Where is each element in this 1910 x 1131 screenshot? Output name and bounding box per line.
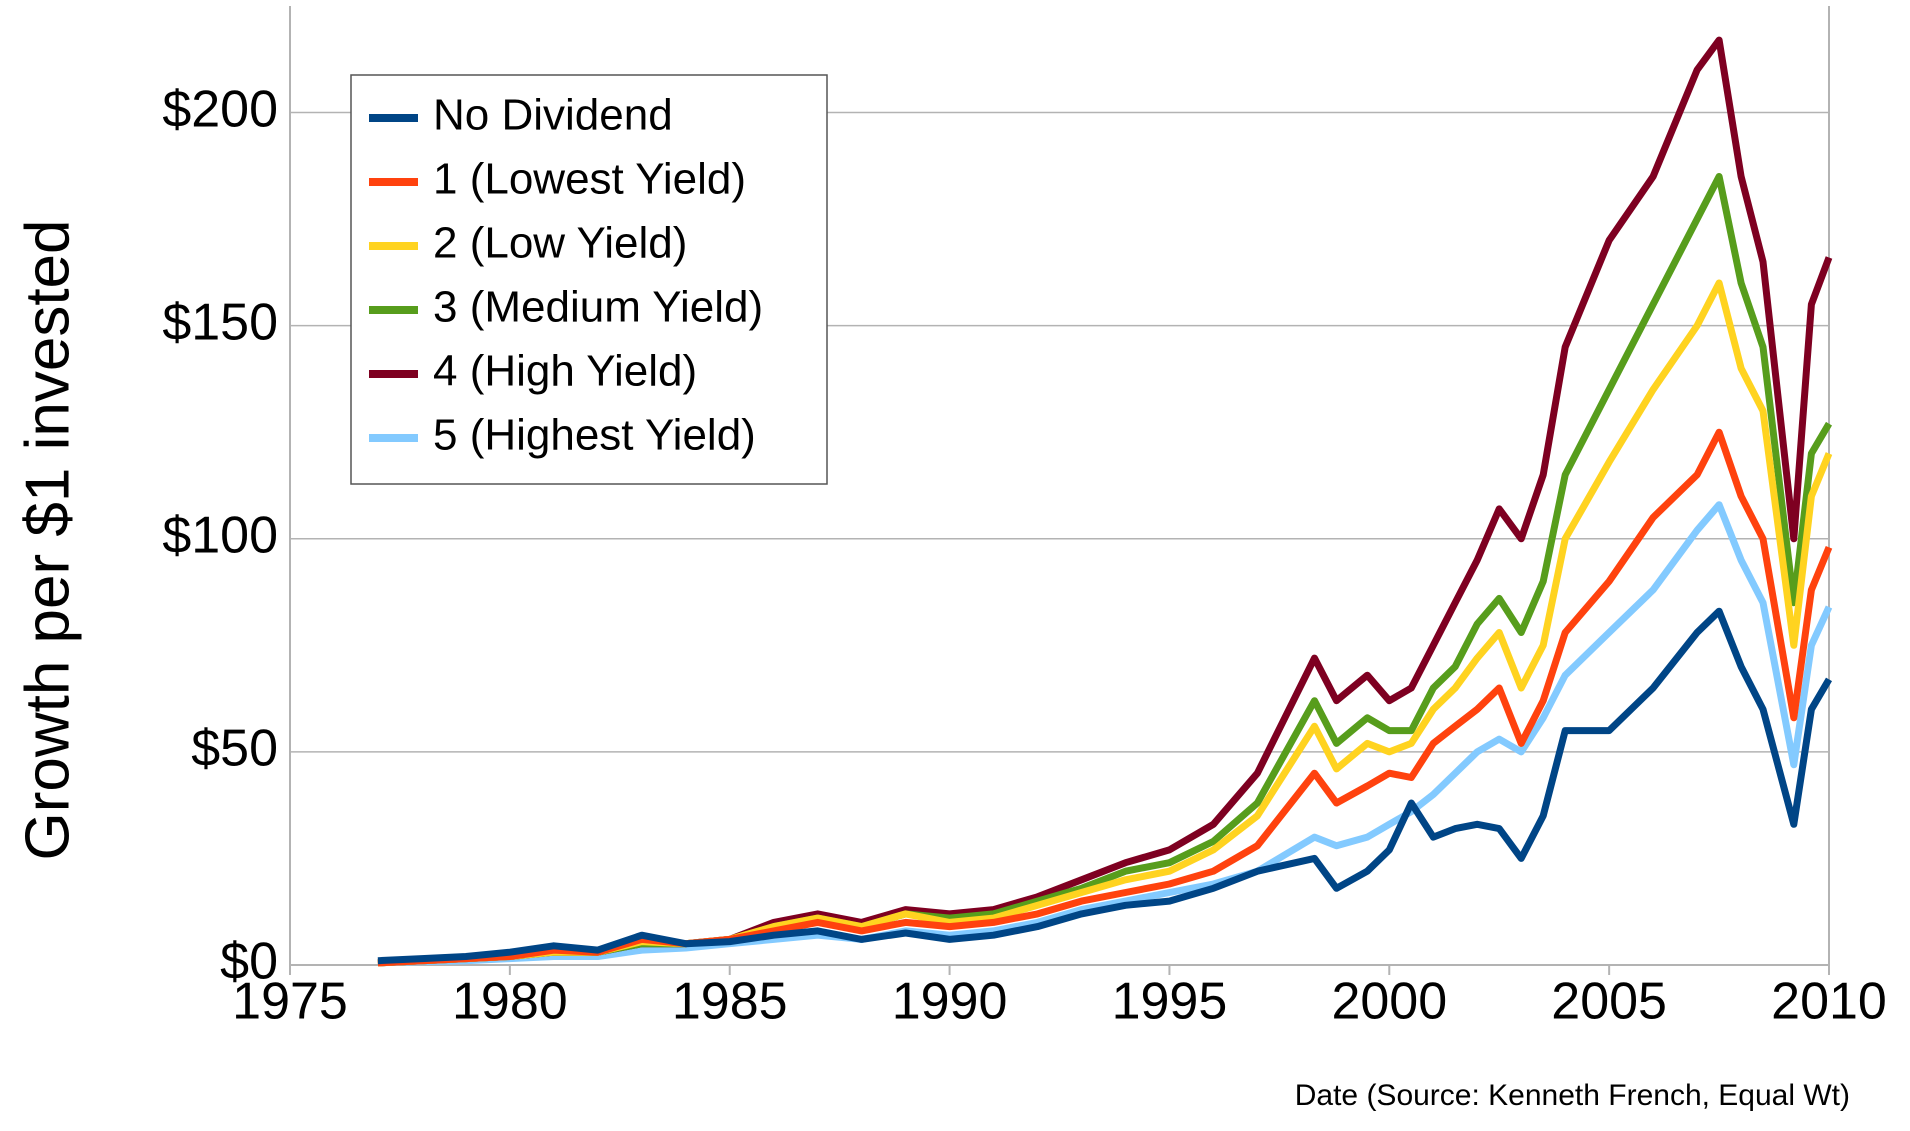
y-axis-title: Growth per $1 invested [13, 219, 82, 860]
x-tick-label: 1990 [892, 973, 1008, 1031]
legend-label: 2 (Low Yield) [433, 219, 687, 268]
legend-label: 5 (Highest Yield) [433, 411, 756, 460]
y-tick-label: $0 [220, 933, 278, 991]
series-line [377, 501, 1833, 967]
legend-label: No Dividend [433, 91, 673, 140]
legend-box [350, 74, 828, 485]
legend-label: 4 (High Yield) [433, 347, 697, 396]
x-tick-label: 1980 [452, 973, 568, 1031]
legend-label: 1 (Lowest Yield) [433, 155, 746, 204]
legend-label: 3 (Medium Yield) [433, 283, 763, 332]
x-axis-title: Date (Source: Kenneth French, Equal Wt) [1295, 1079, 1850, 1112]
series-line [377, 607, 1833, 965]
y-tick-label: $200 [162, 80, 278, 138]
x-tick-label: 1995 [1112, 973, 1228, 1031]
y-tick-label: $150 [162, 293, 278, 351]
x-tick-label: 1985 [672, 973, 788, 1031]
y-tick-label: $50 [191, 720, 278, 778]
x-tick-label: 2010 [1771, 973, 1887, 1031]
y-tick-label: $100 [162, 507, 278, 565]
x-tick-label: 1975 [232, 973, 348, 1031]
x-tick-label: 2000 [1331, 973, 1447, 1031]
x-tick-label: 2005 [1551, 973, 1667, 1031]
